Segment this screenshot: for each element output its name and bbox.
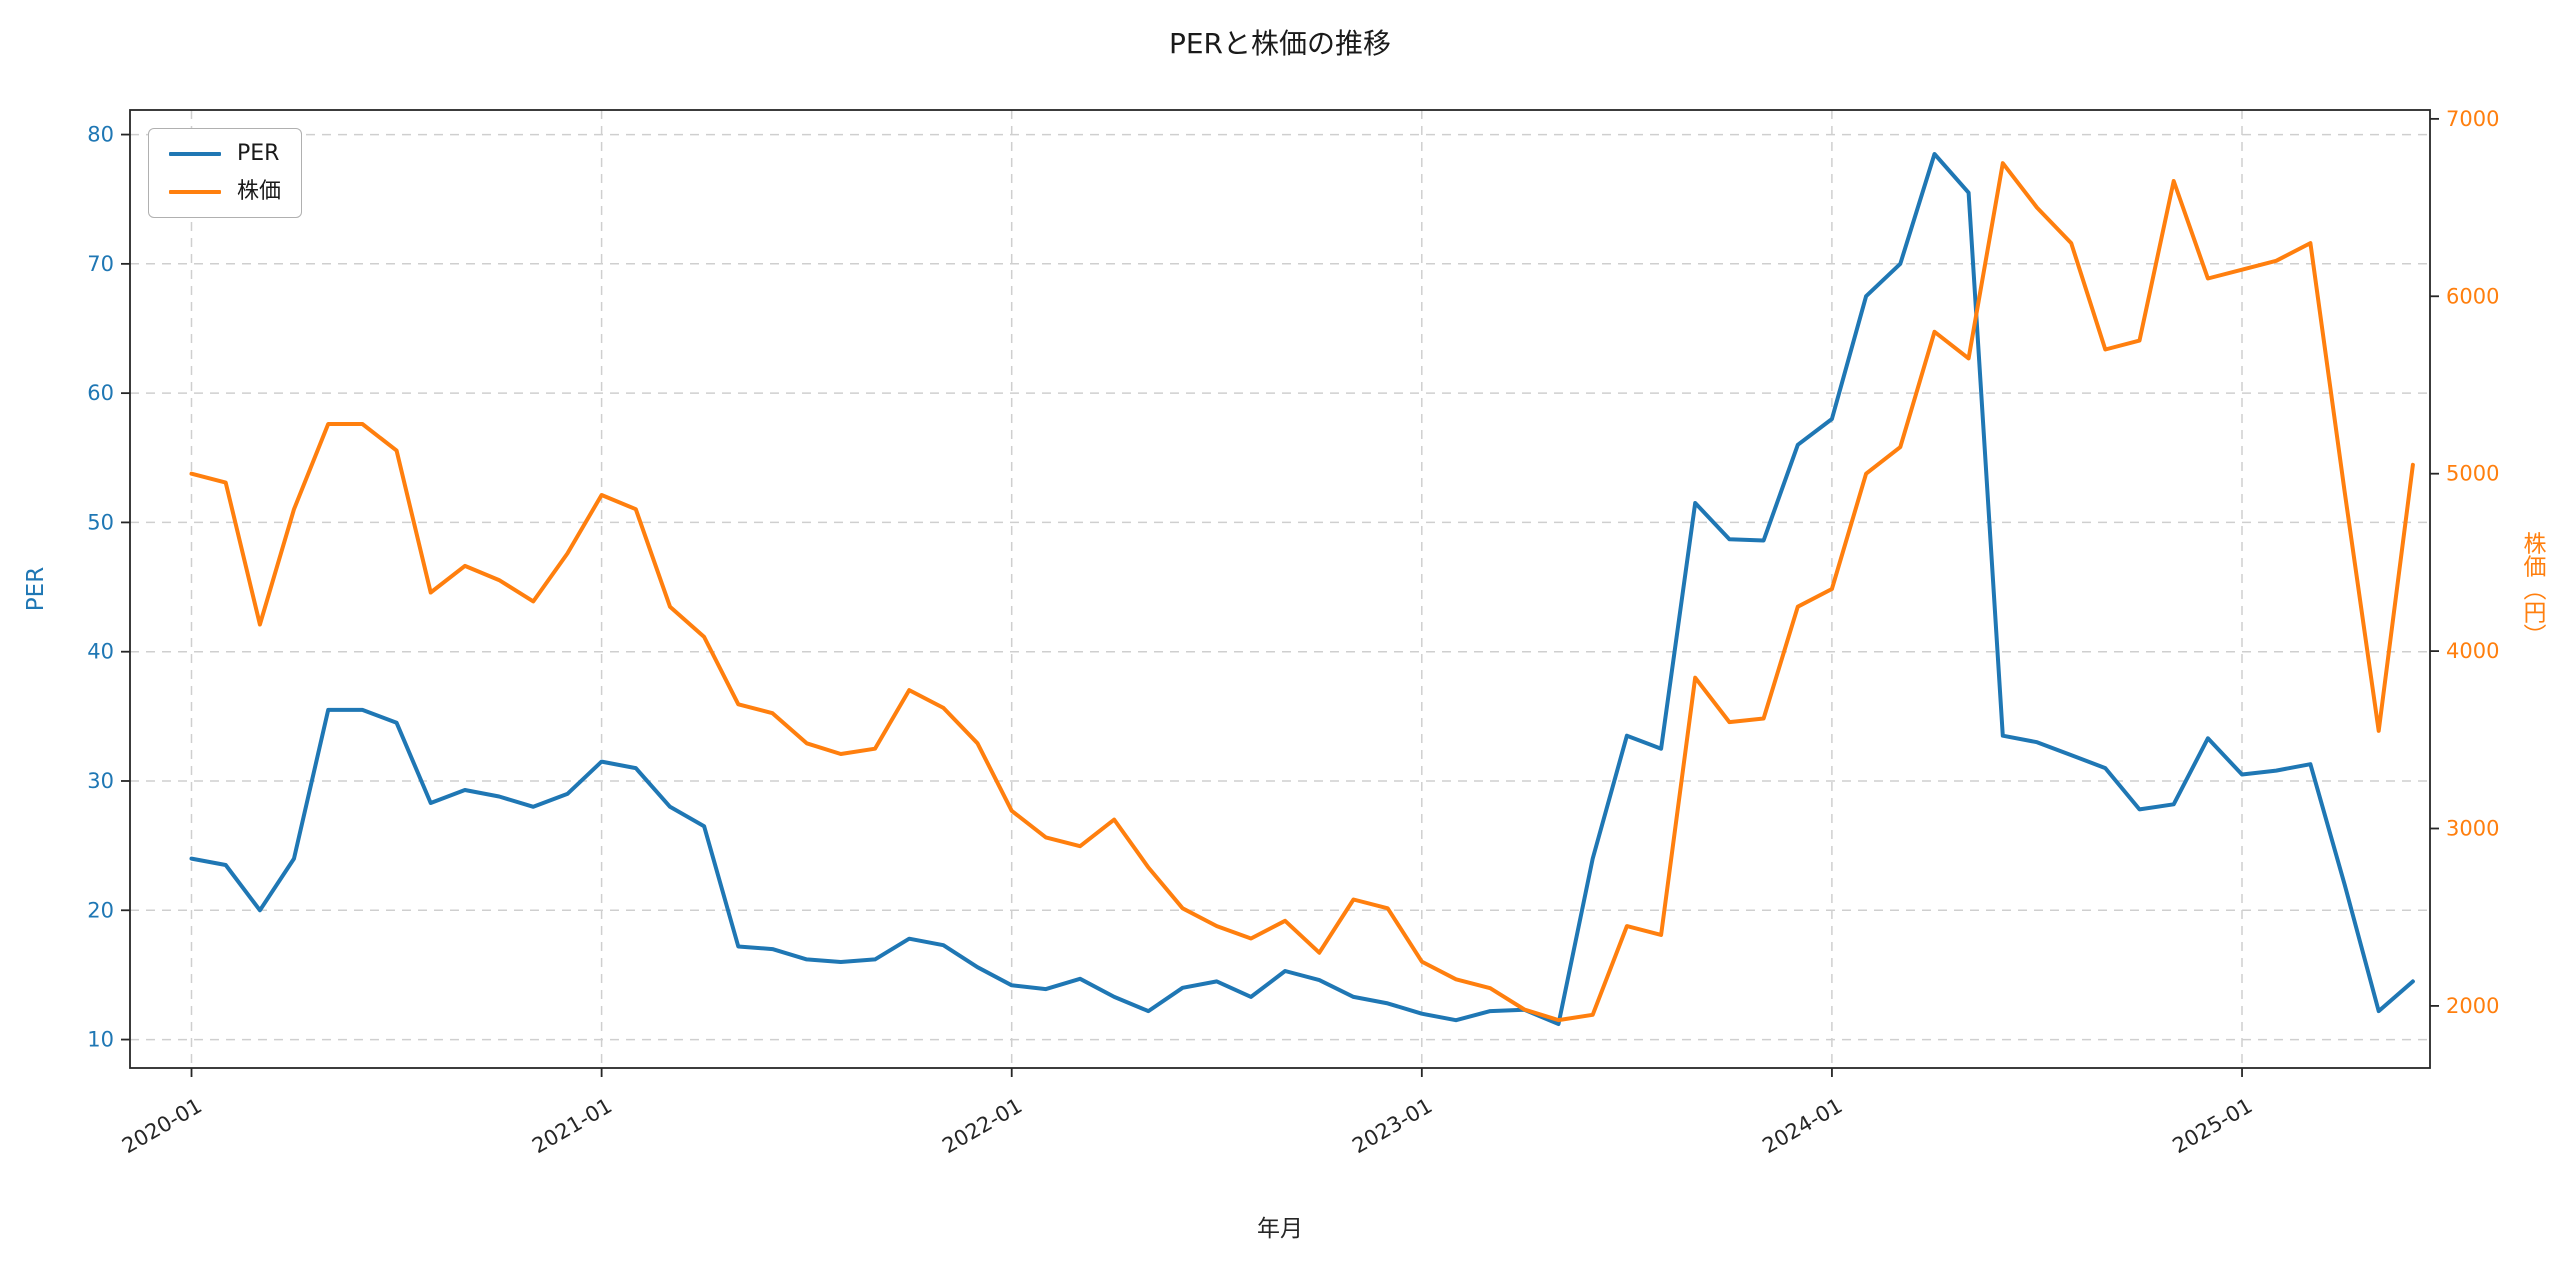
x-axis-tick-label: 2021-01: [528, 1094, 616, 1159]
x-axis-tick-label: 2025-01: [2169, 1094, 2257, 1159]
legend-line-swatch: [169, 152, 221, 156]
per-line: [189, 152, 2415, 1026]
left-axis-tick-label: 60: [87, 381, 114, 405]
legend-label: 株価: [237, 179, 282, 204]
legend-item: PER: [169, 143, 281, 165]
legend-item: 株価: [169, 181, 281, 203]
left-axis-title: PER: [23, 566, 49, 612]
left-axis-tick-label: 50: [87, 510, 114, 534]
left-axis-tick-label: 20: [87, 898, 114, 922]
right-axis-tick-label: 4000: [2446, 639, 2499, 663]
left-axis-tick-label: 40: [87, 640, 114, 664]
right-axis-title: 株価（円）: [2519, 531, 2545, 647]
legend-label: PER: [237, 141, 280, 166]
x-axis-tick-label: 2024-01: [1758, 1094, 1846, 1159]
stock-price-line: [189, 161, 2415, 1023]
x-axis-tick-label: 2020-01: [118, 1094, 206, 1159]
left-axis-tick-label: 30: [87, 769, 114, 793]
right-axis-tick-label: 2000: [2446, 994, 2499, 1018]
left-axis-tick-label: 80: [87, 123, 114, 147]
legend-line-swatch: [169, 190, 221, 194]
right-axis-tick-label: 6000: [2446, 284, 2499, 308]
right-axis-tick-label: 3000: [2446, 817, 2499, 841]
right-axis-tick-label: 5000: [2446, 462, 2499, 486]
chart-title: PERと株価の推移: [1168, 27, 1392, 60]
x-axis-title: 年月: [1257, 1216, 1303, 1242]
legend: PER 株価: [148, 128, 303, 218]
x-axis-tick-label: 2023-01: [1348, 1094, 1436, 1159]
left-axis-tick-label: 10: [87, 1028, 114, 1052]
left-axis-tick-label: 70: [87, 252, 114, 276]
right-axis-tick-label: 7000: [2446, 107, 2499, 131]
plot-frame: [129, 109, 2431, 1069]
x-axis-tick-label: 2022-01: [938, 1094, 1026, 1159]
